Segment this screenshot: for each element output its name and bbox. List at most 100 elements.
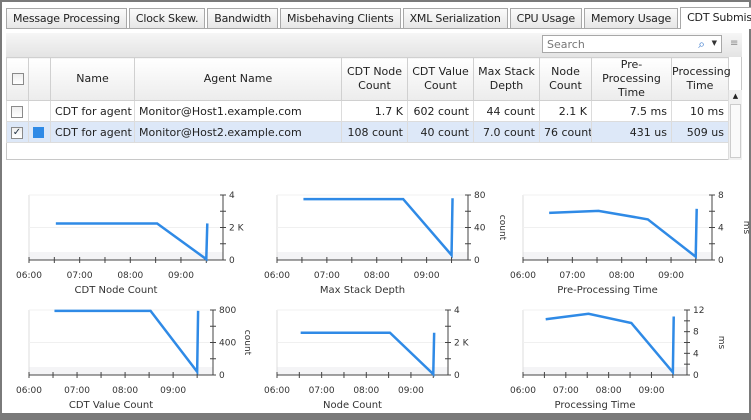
chevron-down-icon[interactable]: ▼: [711, 39, 717, 47]
scroll-up-icon[interactable]: ▲: [732, 92, 739, 100]
x-tick-label: 06:00: [264, 386, 290, 396]
column-header[interactable]: Agent Name: [134, 57, 342, 101]
column-header[interactable]: Node Count: [539, 57, 592, 101]
y-tick-label: 4: [718, 224, 724, 234]
y-tick-label: 80: [474, 191, 486, 201]
x-tick-label: 07:00: [314, 271, 340, 281]
series-line: [545, 312, 675, 376]
plot-band: [29, 252, 223, 260]
y-tick-label: 2 K: [229, 224, 245, 234]
x-tick-label: 08:00: [609, 271, 635, 281]
table-cell: 44 count: [473, 100, 540, 122]
x-tick-label: 07:00: [309, 386, 335, 396]
x-tick-label: 07:00: [64, 386, 90, 396]
row-checkbox[interactable]: [11, 105, 23, 118]
y-tick-label: 0: [718, 256, 724, 266]
table-cell: 7.5 ms: [591, 100, 672, 122]
row-checkbox[interactable]: ✓: [11, 126, 23, 139]
series-line: [54, 309, 200, 376]
y-tick-label: 400: [219, 339, 236, 349]
tab-cpu-usage[interactable]: CPU Usage: [509, 8, 582, 28]
tab-clock-skew[interactable]: Clock Skew.: [128, 8, 206, 28]
chart-title: Max Stack Depth: [320, 285, 405, 296]
chart-pre-processing-time: 06:00 07:00 08:00 09:00 0 4 8 ms Pre-Processing …: [510, 191, 751, 296]
table-row[interactable]: ✓ CDT for agent 5 Monitor@Host2.example.co…: [6, 121, 729, 143]
x-tick-label: 08:00: [596, 386, 622, 396]
x-tick-label: 09:00: [168, 271, 194, 281]
y-tick-label: 0: [474, 256, 480, 266]
table-cell: 40 count: [407, 121, 474, 143]
y-tick-label: 800: [219, 306, 236, 316]
tab-memory-usage[interactable]: Memory Usage: [583, 8, 679, 28]
chart-title: Node Count: [323, 400, 382, 411]
table-cell: 7.0 count: [473, 121, 540, 143]
search-input[interactable]: Search ⌕ ▼: [542, 35, 722, 53]
x-tick-label: 07:00: [67, 271, 93, 281]
vertical-scrollbar[interactable]: ▲: [728, 90, 742, 160]
row-checkbox-cell[interactable]: ✓: [6, 121, 29, 143]
y-axis-label: ms: [716, 336, 726, 350]
x-tick-label: 09:00: [160, 386, 186, 396]
column-header[interactable]: Max Stack Depth: [473, 57, 540, 101]
table-cell: Monitor@Host2.example.com: [134, 121, 342, 143]
table-row[interactable]: CDT for agent 3 Monitor@Host1.example.com…: [6, 100, 729, 122]
y-tick-label: 4: [454, 306, 460, 316]
search-icon[interactable]: ⌕: [698, 37, 705, 51]
row-checkbox-cell[interactable]: [6, 100, 29, 122]
x-tick-label: 06:00: [264, 271, 290, 281]
table-cell: 10 ms: [671, 100, 729, 122]
chart-cdt-node-count: 06:00 07:00 08:00 09:00 0 2 K 4 CDT Node Count: [16, 191, 245, 296]
plot-band: [277, 252, 468, 260]
x-tick-label: 09:00: [658, 271, 684, 281]
column-header[interactable]: CDT Node Count: [341, 57, 408, 101]
chart-title: CDT Value Count: [69, 400, 153, 411]
series-color-cell: [28, 100, 51, 122]
tab-xml-serialization[interactable]: XML Serialization: [402, 8, 508, 28]
column-header[interactable]: Name: [50, 57, 135, 101]
table-cell: 431 us: [591, 121, 672, 143]
x-tick-label: 06:00: [510, 386, 536, 396]
x-tick-label: 08:00: [112, 386, 138, 396]
chart-cdt-value-count: 06:00 07:00 08:00 09:00 0 400 800 count CDT Valu…: [16, 306, 252, 411]
chart-node-count: 06:00 07:00 08:00 09:00 0 2 K 4 Node Count: [264, 306, 470, 411]
series-line: [303, 197, 454, 259]
scroll-thumb[interactable]: [730, 104, 741, 158]
x-tick-label: 08:00: [364, 271, 390, 281]
x-tick-label: 06:00: [16, 386, 42, 396]
y-tick-label: 4: [229, 191, 235, 201]
x-tick-label: 06:00: [16, 271, 42, 281]
y-tick-label: 4: [693, 349, 699, 359]
table-cell: 1.7 K: [341, 100, 408, 122]
plot-band: [523, 367, 687, 375]
plot-band: [29, 367, 213, 375]
table-cell: CDT for agent 3: [50, 100, 135, 122]
column-chooser-icon[interactable]: ≡: [730, 38, 739, 49]
tab-cdt-submission[interactable]: CDT Submission: [680, 7, 751, 29]
select-all-header[interactable]: [6, 57, 29, 101]
toolbar: Search ⌕ ▼ ≡: [6, 33, 742, 57]
tab-message-processing[interactable]: Message Processing: [6, 8, 127, 28]
x-tick-label: 09:00: [398, 386, 424, 396]
x-tick-label: 07:00: [553, 386, 579, 396]
x-tick-label: 09:00: [638, 386, 664, 396]
y-axis-label: ms: [741, 221, 751, 235]
x-tick-label: 06:00: [510, 271, 536, 281]
column-header[interactable]: Processing Time: [671, 57, 731, 101]
y-tick-label: 0: [693, 371, 699, 381]
y-axis-label: count: [497, 215, 507, 241]
select-all-checkbox[interactable]: [11, 73, 24, 85]
table-cell: 602 count: [407, 100, 474, 122]
chart-title: Processing Time: [554, 400, 635, 411]
chart-processing-time: 06:00 07:00 08:00 09:00 0 4 8 12 ms Processing Ti…: [510, 306, 726, 411]
tab-misbehaving-clients[interactable]: Misbehaving Clients: [280, 8, 401, 28]
table-cell: 108 count: [341, 121, 408, 143]
y-tick-label: 2 K: [454, 339, 470, 349]
table-cell: 2.1 K: [539, 100, 592, 122]
table-cell: Monitor@Host1.example.com: [134, 100, 342, 122]
column-header[interactable]: CDT Value Count: [407, 57, 474, 101]
x-tick-label: 08:00: [117, 271, 143, 281]
series-line: [549, 208, 698, 260]
x-tick-label: 07:00: [559, 271, 585, 281]
column-header[interactable]: Pre-Processing Time: [591, 57, 672, 101]
tab-bandwidth[interactable]: Bandwidth: [207, 8, 279, 28]
